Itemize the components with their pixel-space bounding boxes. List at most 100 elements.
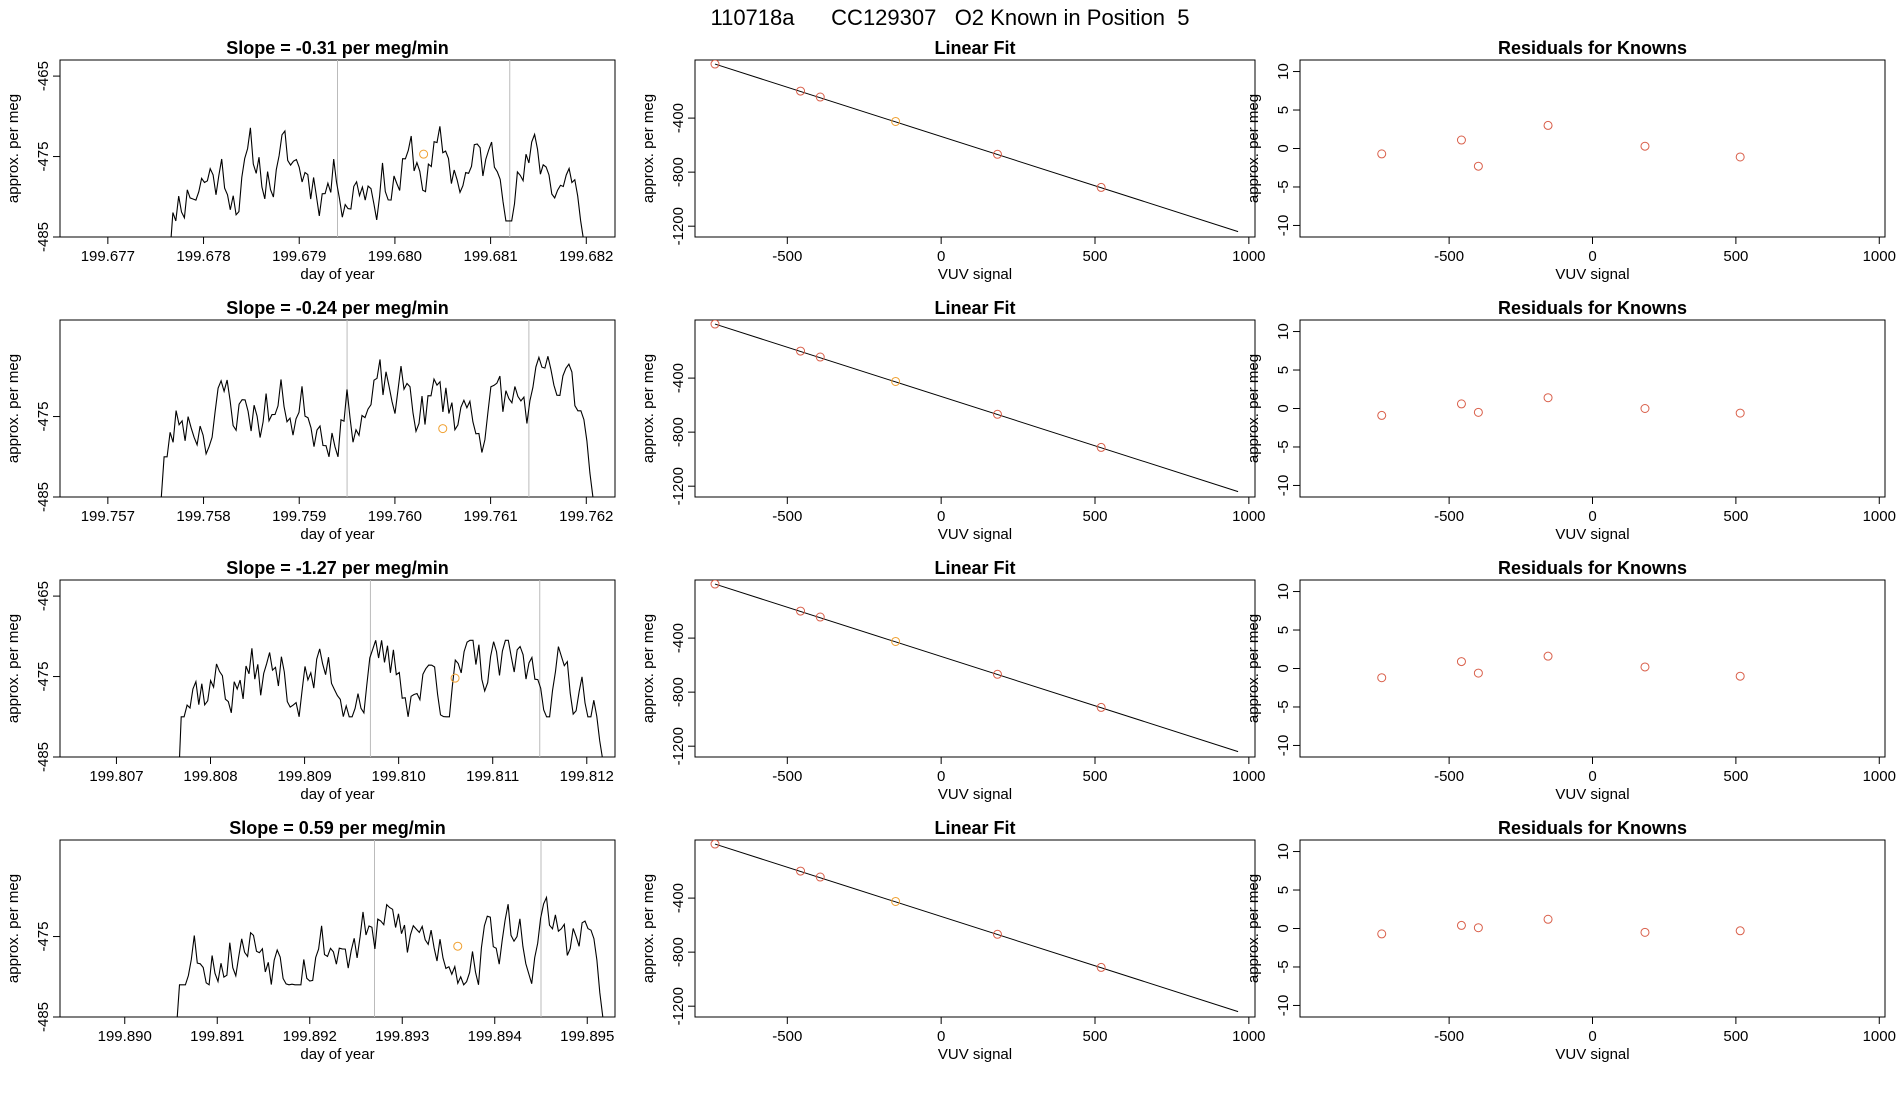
y-tick-label: -10 [1275, 735, 1292, 757]
data-point [1640, 404, 1650, 413]
y-tick-label: -10 [1275, 215, 1292, 237]
data-point [1473, 923, 1483, 933]
data-point [796, 346, 806, 356]
data-point [796, 866, 806, 876]
panel-title: Slope = -1.27 per meg/min [226, 558, 449, 578]
data-point [1096, 962, 1106, 972]
panel-4-1: Slope = 0.59 per meg/min 199.890 199.891 19… [5, 818, 616, 1063]
fit-line [714, 583, 1239, 753]
y-axis-label: approx. per meg [5, 614, 22, 723]
x-tick-label: 0 [1588, 1028, 1596, 1045]
plot-area [1377, 393, 1745, 420]
y-tick-label: -475 [35, 922, 52, 952]
data-point [1473, 668, 1483, 678]
x-tick-label: 199.760 [368, 508, 422, 525]
y-tick-label: -400 [670, 363, 687, 393]
data-point [1543, 120, 1553, 130]
highlight-point [453, 941, 463, 951]
x-axis-label: day of year [300, 786, 374, 803]
y-tick-label: -800 [670, 417, 687, 447]
data-point [891, 376, 901, 386]
panel-title: Slope = -0.24 per meg/min [226, 298, 449, 318]
plot-area [710, 320, 1239, 493]
y-tick-label: -5 [1275, 180, 1292, 193]
fit-line [714, 843, 1239, 1013]
x-tick-label: 1000 [1232, 1028, 1265, 1045]
x-tick-label: 199.808 [183, 768, 237, 785]
y-tick-label: 10 [1275, 583, 1292, 600]
data-point [1456, 920, 1466, 930]
x-tick-label: 0 [937, 508, 945, 525]
x-tick-label: 199.681 [463, 248, 517, 265]
plot-area [710, 60, 1239, 233]
panel-title: Linear Fit [934, 38, 1015, 58]
x-tick-label: 0 [1588, 768, 1596, 785]
data-point [1473, 407, 1483, 417]
plot-frame [694, 319, 1256, 498]
y-axis-label: approx. per meg [5, 354, 22, 463]
data-point [815, 352, 825, 362]
y-tick-label: 10 [1275, 843, 1292, 860]
y-tick-label: 0 [1275, 144, 1292, 152]
x-tick-label: 0 [937, 768, 945, 785]
x-tick-label: 0 [937, 248, 945, 265]
x-tick-label: 500 [1723, 1028, 1748, 1045]
x-tick-label: 500 [1723, 248, 1748, 265]
y-tick-label: -485 [35, 742, 52, 772]
y-tick-label: -485 [35, 222, 52, 252]
main-title: 110718a CC129307 O2 Known in Position 5 [710, 5, 1189, 30]
x-tick-label: 1000 [1232, 248, 1265, 265]
data-point [1735, 671, 1745, 681]
data-point [710, 840, 720, 849]
plot-area [1377, 651, 1745, 683]
x-tick-label: 199.894 [468, 1028, 522, 1045]
plot-area [170, 60, 584, 237]
x-axis-label: VUV signal [938, 266, 1012, 283]
plot-frame [694, 579, 1256, 758]
y-tick-label: -1200 [670, 467, 687, 505]
data-point [1543, 651, 1553, 661]
x-tick-label: 1000 [1863, 248, 1896, 265]
data-point [1456, 399, 1466, 409]
x-tick-label: 199.895 [560, 1028, 614, 1045]
y-tick-label: 0 [1275, 404, 1292, 412]
y-axis-label: approx. per meg [5, 874, 22, 983]
plot-area [710, 580, 1239, 753]
x-axis-label: VUV signal [938, 1046, 1012, 1063]
x-axis-label: VUV signal [1555, 266, 1629, 283]
x-tick-label: 199.679 [272, 248, 326, 265]
x-tick-label: 500 [1082, 1028, 1107, 1045]
plot-frame [59, 839, 616, 1018]
data-point [1543, 393, 1553, 403]
plot-area [160, 320, 594, 497]
data-point [1543, 914, 1553, 924]
y-tick-label: -800 [670, 157, 687, 187]
y-tick-label: -465 [35, 61, 52, 91]
x-tick-label: 199.762 [559, 508, 613, 525]
data-point [891, 636, 901, 646]
y-tick-label: 5 [1275, 106, 1292, 114]
highlight-point [450, 673, 460, 683]
x-tick-label: 1000 [1232, 768, 1265, 785]
highlight-point [419, 149, 429, 159]
y-tick-label: 10 [1275, 63, 1292, 80]
panel-4-2: Linear Fit -500 0 500 1000 -400 -800 -1200 VUV s… [640, 818, 1266, 1063]
y-tick-label: -475 [35, 142, 52, 172]
panel-3-2: Linear Fit -500 0 500 1000 -400 -800 -1200 VUV s… [640, 558, 1266, 803]
x-tick-label: 199.758 [176, 508, 230, 525]
series-line [178, 639, 603, 757]
data-point [1735, 926, 1745, 936]
x-axis-label: day of year [300, 1046, 374, 1063]
y-axis-label: approx. per meg [5, 94, 22, 203]
y-tick-label: -1200 [670, 207, 687, 245]
x-tick-label: 0 [1588, 248, 1596, 265]
panel-1-1: Slope = -0.31 per meg/min 199.677 199.678 1… [5, 38, 616, 283]
series-line [176, 895, 604, 1017]
y-axis-label: approx. per meg [1245, 354, 1262, 463]
plot-area [1377, 120, 1745, 171]
x-tick-label: 199.891 [190, 1028, 244, 1045]
plot-frame [694, 59, 1256, 238]
x-tick-label: 199.757 [81, 508, 135, 525]
data-point [796, 606, 806, 616]
